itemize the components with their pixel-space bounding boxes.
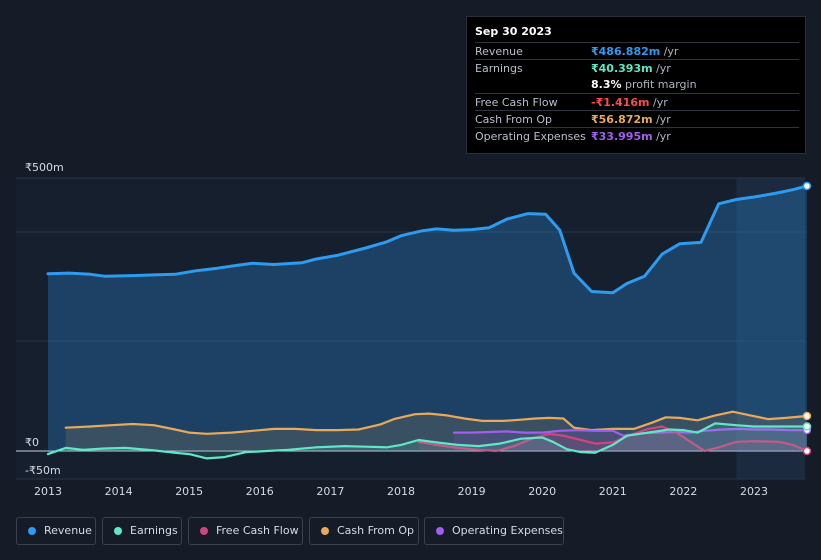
tooltip-label: Earnings: [475, 62, 523, 75]
revenue-area: [48, 186, 807, 451]
cash-from-op-line: [64, 410, 808, 435]
legend-item-cash-from-op[interactable]: Cash From Op: [309, 517, 419, 545]
operating-expenses-area: [453, 428, 807, 451]
earnings-line: [46, 422, 808, 460]
earnings-end-marker: [802, 422, 812, 431]
tooltip-value: ₹486.882m /yr: [591, 45, 679, 58]
y-tick-label: -₹50m: [25, 464, 61, 477]
legend-label: Earnings: [130, 524, 178, 537]
x-tick-label: 2016: [246, 485, 274, 498]
cash-from-op-dot-icon: [321, 527, 329, 535]
tooltip-value: -₹1.416m /yr: [591, 96, 668, 109]
chart-canvas: ₹500m ₹0 -₹50m 2013 2014 2015 2016 2017 2018 2019…: [16, 161, 812, 498]
tooltip-value: 8.3% profit margin: [591, 78, 697, 91]
tooltip-label: Free Cash Flow: [475, 96, 558, 109]
x-tick-label: 2015: [175, 485, 203, 498]
cash-from-op-area: [65, 411, 807, 451]
legend-label: Free Cash Flow: [216, 524, 299, 537]
tooltip-label: Cash From Op: [475, 113, 553, 126]
cash-from-op-end-marker: [802, 411, 812, 421]
tooltip-row-earnings: Earnings ₹40.393m /yr: [475, 59, 799, 77]
tooltip-date: Sep 30 2023: [475, 25, 552, 38]
x-tick-label: 2019: [458, 485, 486, 498]
tooltip-row-profit-margin: 8.3% profit margin: [475, 76, 799, 93]
tooltip-row-free-cash-flow: Free Cash Flow -₹1.416m /yr: [475, 93, 799, 111]
tooltip-row-operating-expenses: Operating Expenses ₹33.995m /yr: [475, 127, 799, 145]
legend-label: Revenue: [44, 524, 92, 537]
tooltip-value: ₹40.393m /yr: [591, 62, 671, 75]
operating-expenses-dot-icon: [436, 527, 444, 535]
x-tick-label: 2017: [316, 485, 344, 498]
revenue-end-marker: [802, 181, 812, 191]
tooltip-row-cash-from-op: Cash From Op ₹56.872m /yr: [475, 110, 799, 128]
free-cash-flow-end-marker: [802, 446, 812, 456]
tooltip-value: ₹33.995m /yr: [591, 130, 671, 143]
x-tick-label: 2020: [528, 485, 556, 498]
revenue-dot-icon: [28, 527, 36, 535]
tooltip-row-revenue: Revenue ₹486.882m /yr: [475, 42, 799, 60]
tooltip-label: Revenue: [475, 45, 523, 58]
tooltip-value: ₹56.872m /yr: [591, 113, 671, 126]
legend-item-revenue[interactable]: Revenue: [16, 517, 96, 545]
x-tick-label: 2013: [34, 485, 62, 498]
x-tick-label: 2021: [599, 485, 627, 498]
legend-item-earnings[interactable]: Earnings: [102, 517, 182, 545]
x-tick-label: 2022: [669, 485, 697, 498]
x-tick-label: 2018: [387, 485, 415, 498]
earnings-dot-icon: [114, 527, 122, 535]
legend-item-free-cash-flow[interactable]: Free Cash Flow: [188, 517, 303, 545]
legend-label: Operating Expenses: [452, 524, 563, 537]
tooltip-label: Operating Expenses: [475, 130, 586, 143]
legend-label: Cash From Op: [337, 524, 415, 537]
x-tick-label: 2014: [105, 485, 133, 498]
x-tick-label: 2023: [740, 485, 768, 498]
revenue-line: [46, 184, 809, 295]
earnings-area: [48, 423, 807, 459]
tooltip-panel: Sep 30 2023 Revenue ₹486.882m /yr Earnin…: [466, 16, 806, 154]
legend-item-operating-expenses[interactable]: Operating Expenses: [424, 517, 564, 545]
free-cash-flow-dot-icon: [200, 527, 208, 535]
y-tick-label: ₹500m: [25, 161, 64, 174]
y-tick-label: ₹0: [25, 436, 39, 449]
